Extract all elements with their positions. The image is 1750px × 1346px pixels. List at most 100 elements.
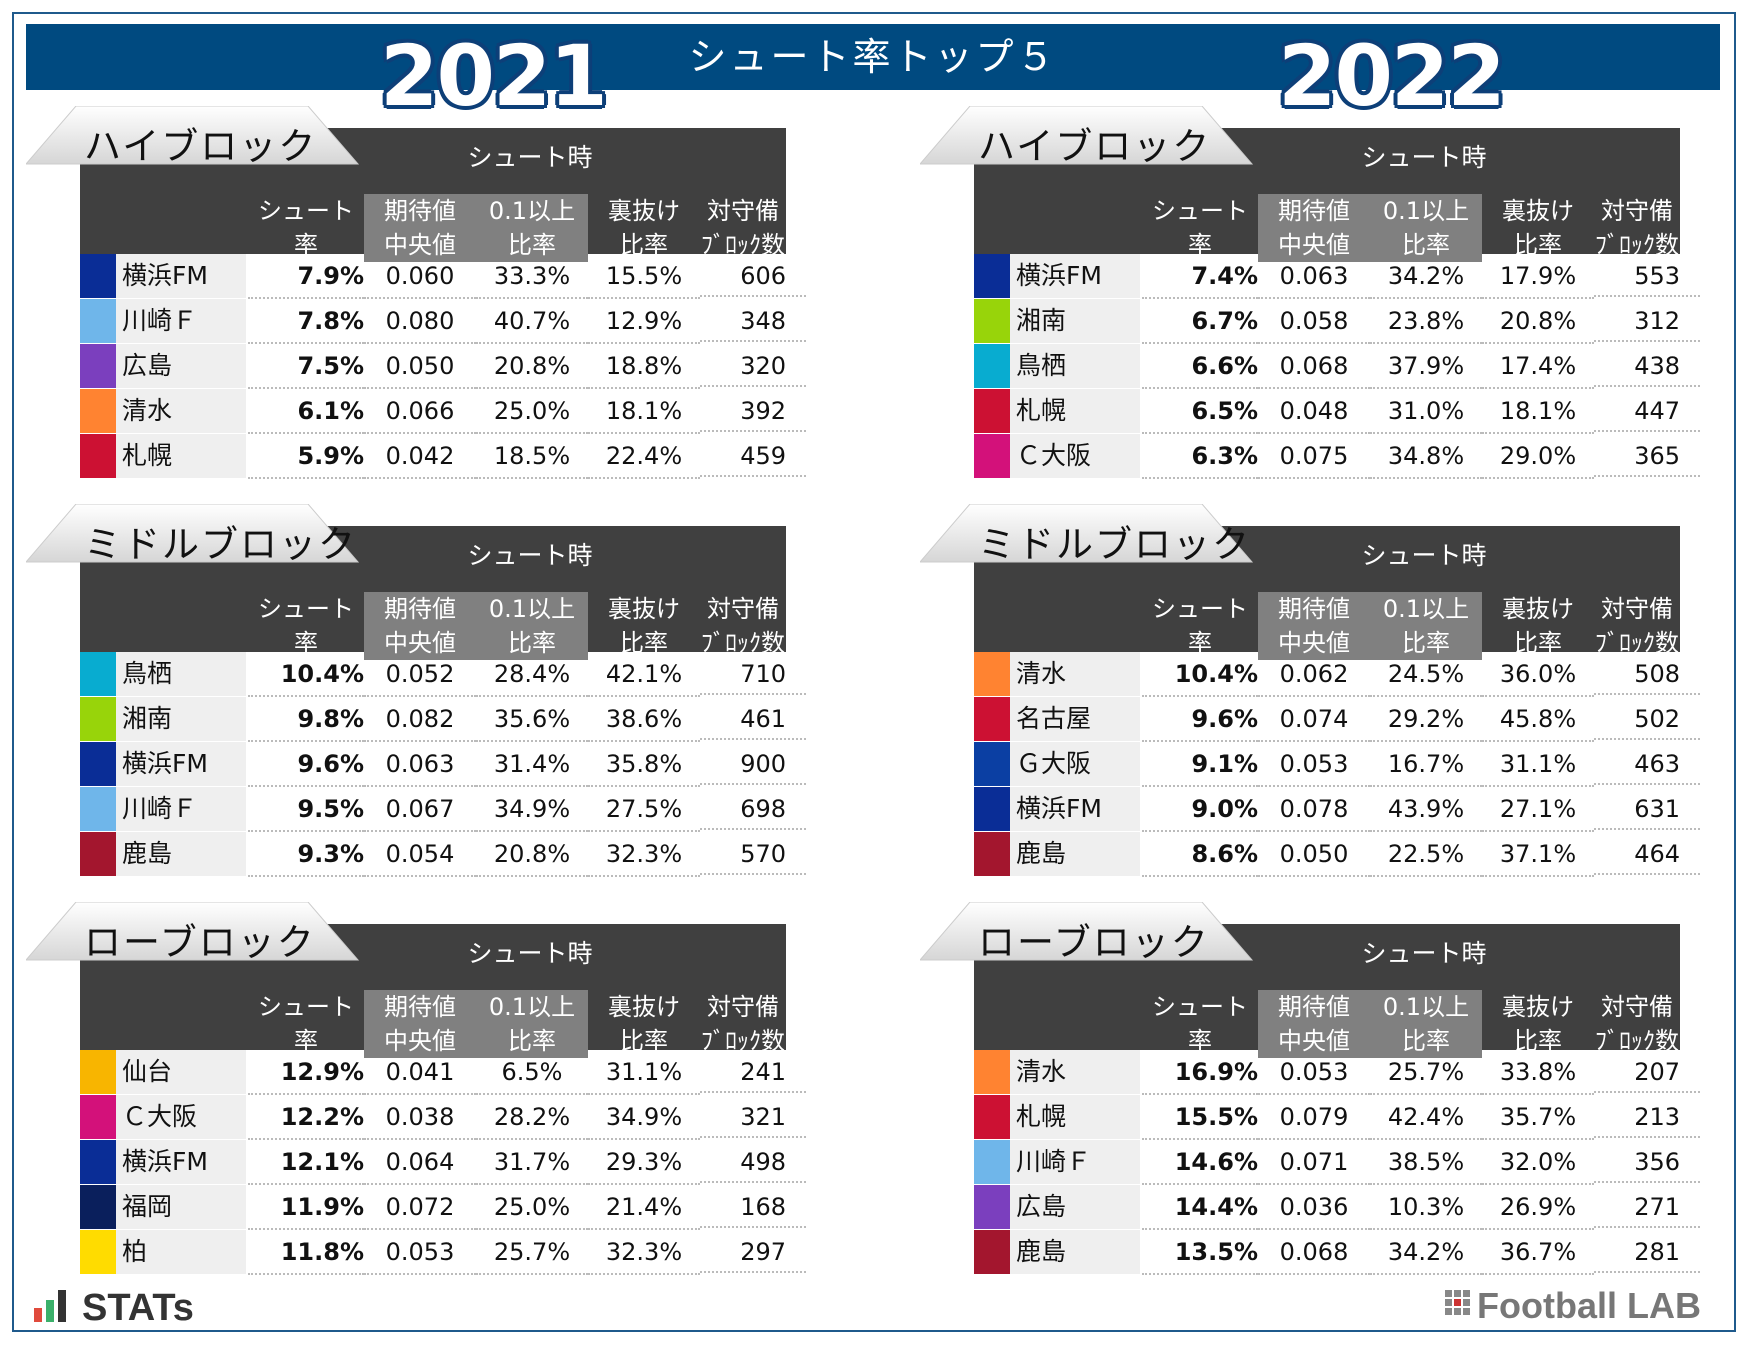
team-color-swatch <box>974 389 1010 433</box>
team-name: Ｇ大阪 <box>1010 742 1140 786</box>
shot-rate-cell: 7.4% <box>1142 254 1258 299</box>
shot-rate-cell: 16.9% <box>1142 1050 1258 1095</box>
table-row: 札幌 6.5% 0.048 31.0% 18.1% 447 <box>974 389 1700 434</box>
table-panel-2021-4: シュート時 シュート率期待値 中央値 0.1以上 比率 裏抜け 比率 対守備 ﾌﾞﾛｯｸ数 ローブ… <box>26 902 806 1302</box>
team-name: 清水 <box>116 389 246 433</box>
stats-logo: STATs <box>34 1287 194 1326</box>
shot-rate-cell: 6.3% <box>1142 434 1258 479</box>
block-tab-shape <box>26 902 360 961</box>
shot-rate-cell: 13.5% <box>1142 1230 1258 1275</box>
xg-median-cell: 0.078 <box>1258 787 1370 832</box>
def-blocks-cell: 606 <box>700 254 806 297</box>
column-header-line2: 中央値 <box>384 629 456 657</box>
def-blocks-cell: 498 <box>700 1140 806 1183</box>
over-01-ratio-cell: 43.9% <box>1370 787 1482 832</box>
column-header-5: 対守備 ﾌﾞﾛｯｸ数 <box>1594 990 1680 1058</box>
team-name: 鹿島 <box>1010 832 1140 876</box>
xg-median-cell: 0.062 <box>1258 652 1370 697</box>
over-01-ratio-cell: 28.4% <box>476 652 588 697</box>
def-blocks-cell: 438 <box>1594 344 1700 387</box>
team-color-swatch <box>974 652 1010 696</box>
team-color-swatch <box>974 832 1010 876</box>
def-blocks-cell: 213 <box>1594 1095 1700 1138</box>
def-blocks-cell: 365 <box>1594 434 1700 477</box>
table-row: 横浜FM 7.9% 0.060 33.3% 15.5% 606 <box>80 254 806 299</box>
column-header-line2: ﾌﾞﾛｯｸ数 <box>1595 1027 1679 1055</box>
table-row: 横浜FM 9.6% 0.063 31.4% 35.8% 900 <box>80 742 806 787</box>
over-01-ratio-cell: 10.3% <box>1370 1185 1482 1230</box>
team-color-swatch <box>974 787 1010 831</box>
over-01-ratio-cell: 29.2% <box>1370 697 1482 742</box>
shot-rate-cell: 7.8% <box>248 299 364 344</box>
team-color-swatch <box>80 254 116 298</box>
def-blocks-cell: 900 <box>700 742 806 785</box>
over-01-ratio-cell: 20.8% <box>476 832 588 877</box>
over-01-ratio-cell: 31.7% <box>476 1140 588 1185</box>
group-label: シュート時 <box>1361 939 1487 968</box>
block-tab: ローブロック <box>920 902 1260 972</box>
group-label: シュート時 <box>1361 541 1487 570</box>
team-name: 鳥栖 <box>116 652 246 696</box>
column-header-line1: 0.1以上 <box>1382 993 1470 1021</box>
column-header-line1: 0.1以上 <box>488 993 576 1021</box>
xg-median-cell: 0.063 <box>1258 254 1370 299</box>
def-blocks-cell: 392 <box>700 389 806 432</box>
block-tab: ミドルブロック <box>26 504 366 574</box>
over-01-ratio-cell: 25.0% <box>476 389 588 434</box>
def-blocks-cell: 297 <box>700 1230 806 1273</box>
table-panel-2021-2: シュート時 シュート率期待値 中央値 0.1以上 比率 裏抜け 比率 対守備 ﾌﾞﾛｯｸ数 ミドル… <box>26 504 806 904</box>
column-header-line2: 率 <box>1188 231 1212 259</box>
behind-ratio-cell: 27.5% <box>588 787 700 832</box>
xg-median-cell: 0.066 <box>364 389 476 434</box>
team-color-swatch <box>80 742 116 786</box>
column-header-2: 期待値 中央値 <box>1258 194 1370 262</box>
team-name: 札幌 <box>116 434 246 478</box>
column-header-line2: 比率 <box>1514 231 1562 259</box>
behind-ratio-cell: 32.3% <box>588 1230 700 1275</box>
column-header-5: 対守備 ﾌﾞﾛｯｸ数 <box>700 592 786 660</box>
behind-ratio-cell: 36.0% <box>1482 652 1594 697</box>
over-01-ratio-cell: 33.3% <box>476 254 588 299</box>
table-row: 湘南 9.8% 0.082 35.6% 38.6% 461 <box>80 697 806 742</box>
stats-logo-text: STATs <box>82 1287 194 1326</box>
team-color-swatch <box>974 254 1010 298</box>
table-panel-2021-0: シュート時 シュート率期待値 中央値 0.1以上 比率 裏抜け 比率 対守備 ﾌﾞﾛｯｸ数 ハイブ… <box>26 106 806 506</box>
def-blocks-cell: 631 <box>1594 787 1700 830</box>
over-01-ratio-cell: 20.8% <box>476 344 588 389</box>
team-color-swatch <box>80 787 116 831</box>
shot-rate-cell: 5.9% <box>248 434 364 479</box>
column-header-5: 対守備 ﾌﾞﾛｯｸ数 <box>1594 592 1680 660</box>
xg-median-cell: 0.036 <box>1258 1185 1370 1230</box>
xg-median-cell: 0.064 <box>364 1140 476 1185</box>
shot-rate-cell: 14.6% <box>1142 1140 1258 1185</box>
column-header-line2: 比率 <box>508 629 556 657</box>
team-color-swatch <box>974 434 1010 478</box>
team-name: 川崎Ｆ <box>1010 1140 1140 1184</box>
shot-rate-cell: 9.6% <box>1142 697 1258 742</box>
team-name: Ｃ大阪 <box>1010 434 1140 478</box>
column-header-3: 0.1以上 比率 <box>1370 194 1482 262</box>
def-blocks-cell: 321 <box>700 1095 806 1138</box>
table-row: 鹿島 13.5% 0.068 34.2% 36.7% 281 <box>974 1230 1700 1275</box>
xg-median-cell: 0.053 <box>364 1230 476 1275</box>
shot-rate-cell: 10.4% <box>1142 652 1258 697</box>
team-color-swatch <box>974 1050 1010 1094</box>
shot-rate-cell: 10.4% <box>248 652 364 697</box>
xg-median-cell: 0.063 <box>364 742 476 787</box>
team-color-swatch <box>974 697 1010 741</box>
column-header-line1: シュート <box>258 197 354 225</box>
team-name: 札幌 <box>1010 389 1140 433</box>
column-header-1: シュート率 <box>248 990 364 1058</box>
column-header-3: 0.1以上 比率 <box>1370 990 1482 1058</box>
def-blocks-cell: 320 <box>700 344 806 387</box>
table-row: 清水 16.9% 0.053 25.7% 33.8% 207 <box>974 1050 1700 1095</box>
over-01-ratio-cell: 34.8% <box>1370 434 1482 479</box>
team-color-swatch <box>974 742 1010 786</box>
behind-ratio-cell: 45.8% <box>1482 697 1594 742</box>
behind-ratio-cell: 35.7% <box>1482 1095 1594 1140</box>
column-header-line2: 中央値 <box>1278 1027 1350 1055</box>
table-row: 鳥栖 10.4% 0.052 28.4% 42.1% 710 <box>80 652 806 697</box>
over-01-ratio-cell: 25.7% <box>476 1230 588 1275</box>
column-header-line2: 中央値 <box>384 1027 456 1055</box>
shot-rate-cell: 6.5% <box>1142 389 1258 434</box>
